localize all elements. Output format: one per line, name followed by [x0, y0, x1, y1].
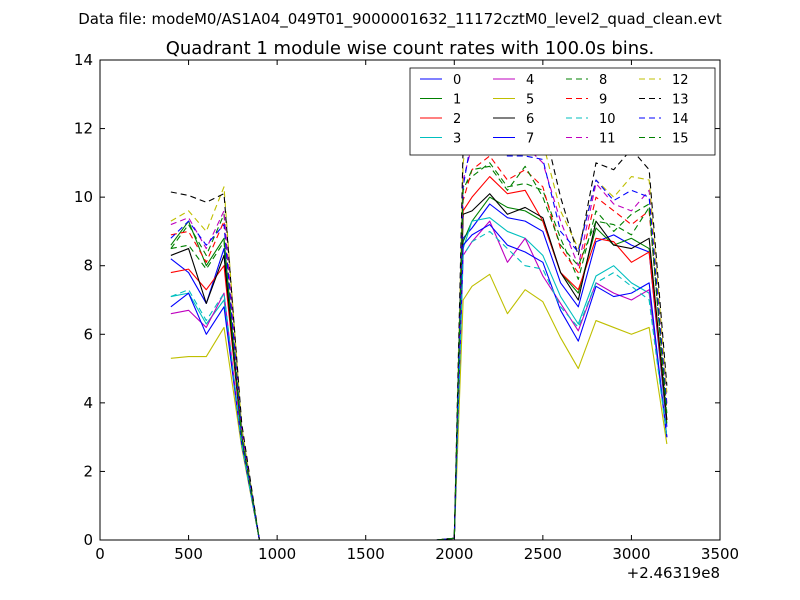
y-tick-label: 4: [83, 394, 93, 412]
series-line-3: [170, 217, 668, 540]
legend-label-4: 4: [526, 73, 534, 88]
x-tick-label: 500: [174, 545, 203, 563]
legend-label-13: 13: [672, 93, 689, 108]
y-tick-label: 14: [74, 51, 93, 69]
legend-label-6: 6: [526, 112, 534, 127]
legend-label-10: 10: [599, 112, 616, 127]
x-tick-label: 1000: [258, 545, 296, 563]
legend-label-5: 5: [526, 93, 534, 108]
plot-frame: [99, 59, 721, 541]
x-tick-label: 1500: [347, 545, 385, 563]
series-line-12: [170, 93, 668, 540]
y-tick-label: 6: [83, 325, 93, 343]
y-tick-label: 2: [83, 462, 93, 480]
legend-label-12: 12: [672, 73, 689, 88]
series-line-0: [170, 203, 668, 540]
x-tick-label: 3000: [612, 545, 650, 563]
series-line-5: [170, 273, 668, 540]
series-line-7: [170, 224, 668, 540]
x-tick-label: 0: [95, 545, 105, 563]
y-tick-label: 12: [74, 120, 93, 138]
legend-label-15: 15: [672, 132, 689, 147]
x-offset-label: +2.46319e8: [627, 564, 720, 582]
legend-label-14: 14: [672, 112, 689, 127]
series-lines: [170, 86, 668, 540]
legend-label-7: 7: [526, 132, 534, 147]
legend-label-3: 3: [453, 132, 461, 147]
x-tick-label: 2500: [524, 545, 562, 563]
series-line-10: [170, 230, 668, 540]
x-tick-label: 3500: [701, 545, 739, 563]
legend-label-9: 9: [599, 93, 607, 108]
chart-title: Quadrant 1 module wise count rates with …: [166, 38, 655, 59]
series-line-9: [170, 155, 668, 540]
legend-label-2: 2: [453, 112, 461, 127]
series-line-15: [170, 165, 668, 540]
y-tick-label: 10: [74, 188, 93, 206]
y-tick-label: 8: [83, 257, 93, 275]
legend-label-11: 11: [599, 132, 616, 147]
legend-label-8: 8: [599, 73, 607, 88]
legend-label-0: 0: [453, 73, 461, 88]
chart-suptitle: Data file: modeM0/AS1A04_049T01_90000016…: [78, 10, 722, 29]
x-tick-label: 2000: [435, 545, 473, 563]
legend-label-1: 1: [453, 93, 461, 108]
series-line-14: [170, 134, 668, 540]
y-tick-label: 0: [83, 531, 93, 549]
legend-box: [409, 67, 716, 156]
series-line-8: [170, 162, 668, 540]
series-line-4: [170, 220, 668, 540]
series-line-6: [170, 193, 668, 540]
